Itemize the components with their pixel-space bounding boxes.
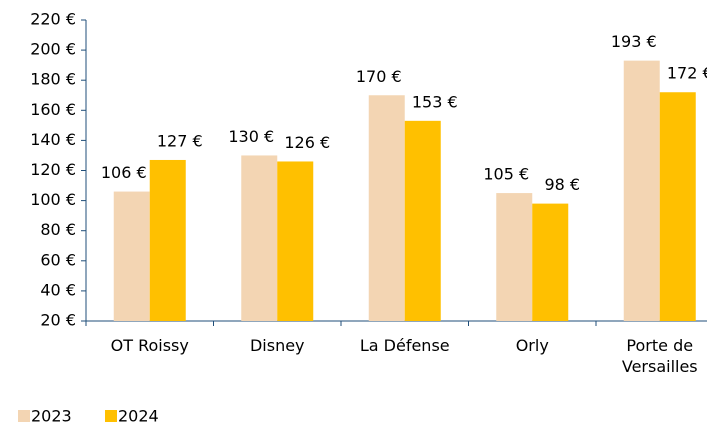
- bar: [404, 120, 441, 322]
- legend-swatch: [18, 410, 30, 422]
- bar: [277, 161, 314, 321]
- data-label: 105 €: [483, 165, 529, 184]
- y-tick-label: 100 €: [30, 190, 76, 209]
- y-tick-label: 160 €: [30, 100, 76, 119]
- data-label: 127 €: [157, 131, 203, 150]
- y-tick-label: 180 €: [30, 70, 76, 89]
- bar: [368, 95, 405, 321]
- x-tick-label: Orly: [515, 336, 549, 355]
- data-label: 193 €: [611, 32, 657, 51]
- y-tick-label: 60 €: [40, 250, 76, 269]
- bar: [659, 92, 696, 322]
- bar: [623, 60, 660, 321]
- legend-label: 2024: [118, 407, 159, 426]
- x-tick-label: Disney: [249, 336, 305, 355]
- x-tick-label: La Défense: [359, 336, 450, 355]
- legend-swatch: [105, 410, 117, 422]
- data-label: 130 €: [228, 127, 274, 146]
- bar: [496, 193, 533, 321]
- data-label: 106 €: [101, 163, 147, 182]
- y-tick-label: 200 €: [30, 40, 76, 59]
- bar: [532, 203, 569, 321]
- y-tick-label: 20 €: [40, 311, 76, 330]
- bar: [113, 191, 150, 321]
- x-tick-label: OT Roissy: [110, 336, 189, 355]
- bar: [241, 155, 278, 321]
- legend-label: 2023: [31, 407, 72, 426]
- y-tick-label: 220 €: [30, 10, 76, 29]
- y-tick-label: 140 €: [30, 130, 76, 149]
- x-tick-label: Porte de Versailles: [621, 336, 698, 376]
- data-label: 170 €: [356, 67, 402, 86]
- data-label: 172 €: [667, 64, 707, 83]
- y-tick-label: 120 €: [30, 160, 76, 179]
- data-label: 153 €: [412, 92, 458, 111]
- y-tick-label: 40 €: [40, 280, 76, 299]
- data-label: 126 €: [284, 133, 330, 152]
- bar: [149, 159, 186, 321]
- data-label: 98 €: [544, 175, 580, 194]
- y-tick-label: 80 €: [40, 220, 76, 239]
